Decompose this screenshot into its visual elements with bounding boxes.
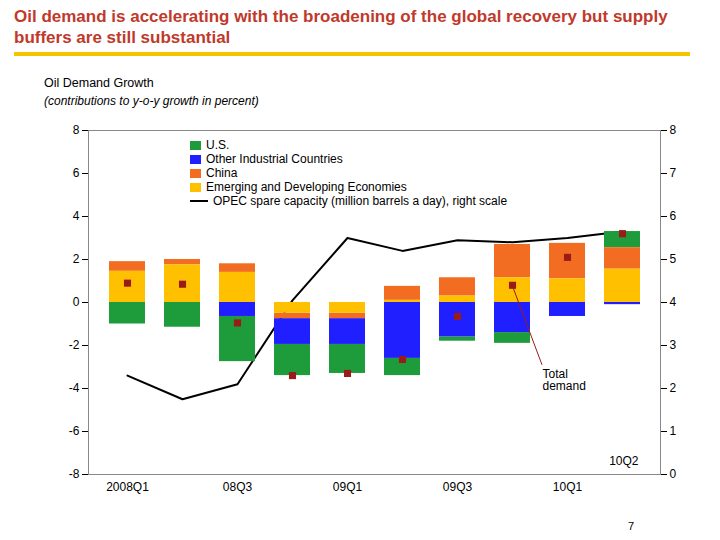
svg-text:-4: -4	[69, 381, 80, 395]
svg-text:4: 4	[73, 209, 80, 223]
svg-text:0: 0	[73, 295, 80, 309]
svg-text:2: 2	[73, 252, 80, 266]
svg-text:6: 6	[73, 166, 80, 180]
svg-text:10Q2: 10Q2	[609, 454, 639, 468]
html-text:China: China	[206, 166, 238, 180]
html-text:7: 7	[628, 520, 635, 532]
html-text:U.S.: U.S.	[206, 138, 230, 152]
svg-text:-2: -2	[69, 338, 80, 352]
svg-text:08Q3: 08Q3	[223, 480, 253, 494]
svg-text:8: 8	[73, 123, 80, 137]
html-text:(contributions to y-o-y growth: (contributions to y-o-y growth in percen…	[44, 94, 259, 108]
svg-text:2: 2	[670, 381, 677, 395]
svg-text:7: 7	[670, 166, 677, 180]
html-text:OPEC spare capacity (million b: OPEC spare capacity (million barrels a d…	[213, 194, 508, 208]
svg-text:8: 8	[670, 123, 677, 137]
svg-text:6: 6	[670, 209, 677, 223]
html-text:Oil Demand Growth: Oil Demand Growth	[44, 76, 154, 90]
svg-text:09Q3: 09Q3	[443, 480, 473, 494]
html-text:Other Industrial Countries: Other Industrial Countries	[206, 152, 343, 166]
svg-text:-8: -8	[69, 467, 80, 481]
svg-text:2008Q1: 2008Q1	[106, 480, 149, 494]
svg-text:3: 3	[670, 338, 677, 352]
svg-text:10Q1: 10Q1	[553, 480, 583, 494]
svg-text:09Q1: 09Q1	[333, 480, 363, 494]
svg-text:Totaldemand: Totaldemand	[543, 367, 586, 393]
svg-text:4: 4	[670, 295, 677, 309]
svg-text:1: 1	[670, 424, 677, 438]
svg-text:0: 0	[670, 467, 677, 481]
html-text:Oil demand is accelerating wit: Oil demand is accelerating with the broa…	[14, 7, 668, 48]
svg-text:5: 5	[670, 252, 677, 266]
svg-text:-6: -6	[69, 424, 80, 438]
html-text:Emerging and Developing Econom: Emerging and Developing Economies	[206, 180, 407, 194]
